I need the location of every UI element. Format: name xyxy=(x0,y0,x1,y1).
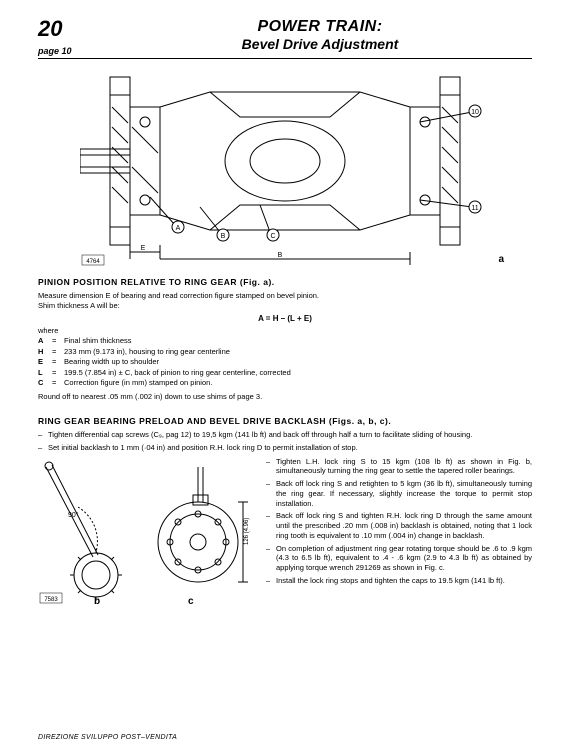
svg-text:E: E xyxy=(141,245,146,252)
roundoff-note: Round off to nearest .05 mm (.002 in) do… xyxy=(38,392,532,402)
bullet-item: Set initial backlash to 1 mm (·04 in) an… xyxy=(38,443,532,453)
section1-intro2: Shim thickness A will be: xyxy=(38,301,532,311)
svg-text:11: 11 xyxy=(471,205,478,212)
page-number: page 10 xyxy=(38,46,108,56)
fig-a-ref: 4764 xyxy=(86,259,100,265)
where-label: where xyxy=(38,326,532,336)
svg-text:B: B xyxy=(221,233,226,240)
definitions-list: A=Final shim thickness H=233 mm (9.173 i… xyxy=(38,336,532,389)
svg-text:10: 10 xyxy=(471,109,479,116)
bullet-item: Back off lock ring S and tighten R.H. lo… xyxy=(266,511,532,540)
section1-heading: PINION POSITION RELATIVE TO RING GEAR (F… xyxy=(38,277,532,287)
title-main: POWER TRAIN: xyxy=(108,18,532,36)
svg-text:B: B xyxy=(278,252,283,259)
figure-b-label: b xyxy=(94,596,100,607)
figure-a: A B C 10 11 E B 4764 a xyxy=(80,67,490,267)
figure-c-label: c xyxy=(188,596,194,607)
section1-intro1: Measure dimension E of bearing and read … xyxy=(38,291,532,301)
figure-bc: 90° 126 (4.96) 7583 b c xyxy=(38,457,258,607)
bullet-item: On completion of adjustment ring gear ro… xyxy=(266,544,532,573)
section-number: 20 xyxy=(38,18,108,40)
svg-text:126 (4.96): 126 (4.96) xyxy=(244,517,250,544)
footer-text: DIREZIONE SVILUPPO POST–VENDITA xyxy=(38,734,177,741)
page-header: 20 page 10 POWER TRAIN: Bevel Drive Adju… xyxy=(38,18,532,59)
bullet-item: Tighten differential cap screws (C₉, pag… xyxy=(38,430,532,440)
section2-top-bullets: Tighten differential cap screws (C₉, pag… xyxy=(38,430,532,453)
bullet-item: Back off lock ring S and retighten to 5 … xyxy=(266,479,532,508)
bullet-item: Tighten L.H. lock ring S to 15 kgm (108 … xyxy=(266,457,532,477)
title-sub: Bevel Drive Adjustment xyxy=(108,36,532,52)
section2-heading: RING GEAR BEARING PRELOAD AND BEVEL DRIV… xyxy=(38,416,532,426)
svg-text:C: C xyxy=(270,233,275,240)
svg-text:90°: 90° xyxy=(68,511,79,519)
section2-right-bullets: Tighten L.H. lock ring S to 15 kgm (108 … xyxy=(266,457,532,586)
svg-text:7583: 7583 xyxy=(44,597,58,603)
figure-a-label: a xyxy=(498,254,504,265)
svg-text:A: A xyxy=(176,225,181,232)
bullet-item: Install the lock ring stops and tighten … xyxy=(266,576,532,586)
section1-formula: A = H – (L + E) xyxy=(38,314,532,323)
